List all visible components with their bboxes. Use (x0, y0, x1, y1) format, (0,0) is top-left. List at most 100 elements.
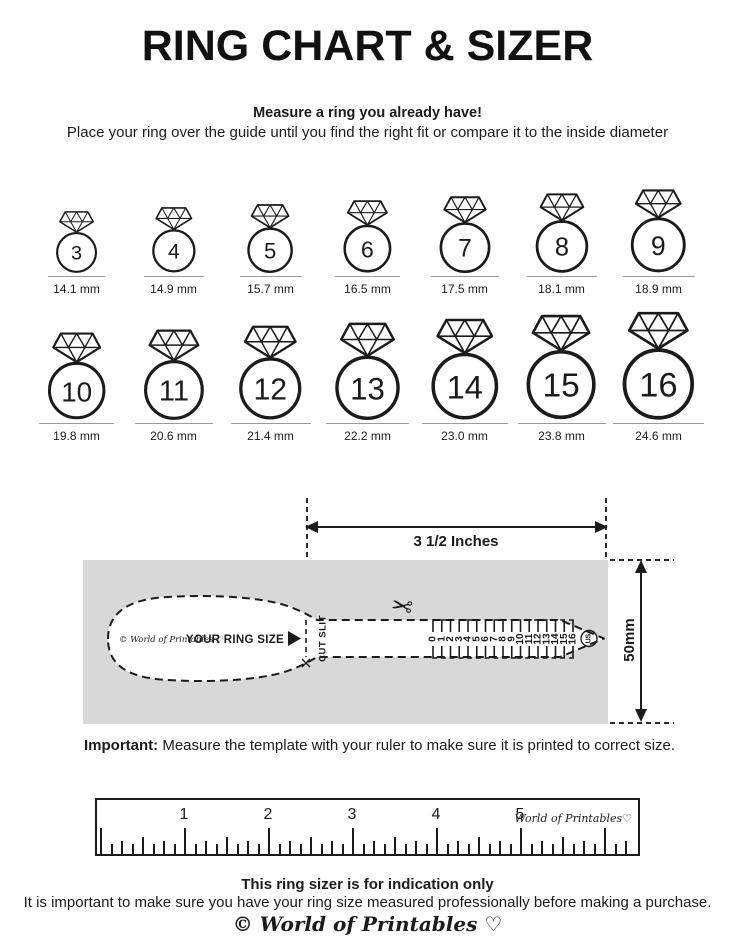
ring-row-2: 10 19.8 mm 11 20.6 mm 12 21.4 mm 13 22.2 mm 14 23… (28, 309, 707, 443)
ruler-tick (488, 844, 491, 854)
ring-size-number: 14 (447, 370, 483, 406)
ring-size-number: 12 (254, 373, 288, 406)
ring-size-number: 16 (639, 366, 678, 404)
ruler-tick (583, 841, 585, 854)
intro-heading: Measure a ring you already have! (253, 105, 482, 121)
your-ring-size-label: YOUR RING SIZE (186, 634, 284, 646)
ring-mm-label: 18.9 mm (635, 282, 682, 296)
ring-item: 12 21.4 mm (222, 309, 319, 443)
diamond-ring-icon: 5 (247, 203, 294, 273)
scale-number: 8 (498, 636, 509, 642)
ruler-tick (394, 837, 396, 854)
ring-size-number: 4 (168, 241, 180, 264)
ring-mm-label: 20.6 mm (150, 429, 197, 443)
diamond-ring-icon: 12 (239, 325, 302, 420)
ruler-tick (478, 837, 480, 854)
diamond-ring-icon: 4 (151, 207, 196, 273)
sizer-brand-text: © World of Printables ♡ (119, 635, 224, 645)
ruler-tick (341, 844, 344, 854)
ring-underline (48, 276, 105, 277)
ring-mm-label: 15.7 mm (247, 282, 294, 296)
ruler-tick (530, 844, 533, 854)
arrowhead-left-icon (305, 521, 318, 533)
ring-item: 9 18.9 mm (610, 187, 707, 296)
footer-heading: This ring sizer is for indication only (241, 876, 494, 893)
ring-underline (230, 423, 311, 424)
ring-size-pointer-icon (288, 631, 301, 646)
ring-item: 6 16.5 mm (319, 187, 416, 296)
ruler-tick (110, 844, 113, 854)
printable-ruler: 1 2 3 4 5 World of Printables♡ (95, 798, 640, 856)
ruler-tick (163, 841, 165, 854)
ring-underline (143, 276, 204, 277)
ring-underline (430, 276, 499, 277)
ring-item: 10 19.8 mm (28, 309, 125, 443)
ring-mm-label: 23.8 mm (538, 429, 585, 443)
scale-number: 15 (559, 633, 570, 645)
ruler-tick (614, 844, 617, 854)
ruler-tick (289, 841, 291, 854)
ring-sizer-template: © World of Printables ♡ YOUR RING SIZE C… (107, 591, 605, 682)
diamond-ring-icon: 6 (343, 200, 392, 273)
ring-size-number: 9 (651, 231, 666, 261)
ruler-tick (572, 844, 575, 854)
ruler-tick (152, 844, 155, 854)
ruler-tick (320, 844, 323, 854)
ruler-tick (247, 841, 249, 854)
ring-underline (39, 423, 114, 424)
ring-mm-label: 16.5 mm (344, 282, 391, 296)
diamond-ring-icon: 14 (431, 318, 498, 420)
ruler-tick (184, 828, 186, 854)
ring-size-number: 15 (543, 368, 580, 405)
scale-number: 10 (515, 633, 526, 645)
intro-text-block: Measure a ring you already have! Place y… (0, 104, 735, 142)
scale-number: 2 (445, 636, 456, 642)
ring-mm-label: 21.4 mm (247, 429, 294, 443)
ruler-tick (331, 841, 333, 854)
scale-number: 0 (428, 636, 439, 642)
ring-item: 13 22.2 mm (319, 309, 416, 443)
diamond-ring-icon: 3 (56, 210, 97, 273)
ring-underline (239, 276, 302, 277)
ring-item: 11 20.6 mm (125, 309, 222, 443)
ruler-inch-number: 5 (515, 806, 525, 823)
ring-underline (134, 423, 213, 424)
ruler-tick (509, 844, 512, 854)
sizer-cutout-box: © World of Printables ♡ YOUR RING SIZE C… (83, 560, 608, 724)
ruler-inch-number: 4 (431, 806, 441, 823)
ring-underline (326, 423, 409, 424)
footer-disclaimer: It is important to make sure you have yo… (23, 894, 712, 911)
ruler-tick (278, 844, 281, 854)
ruler-tick (457, 841, 459, 854)
scale-number: 13 (541, 633, 552, 645)
scale-number: 12 (533, 633, 544, 645)
ruler-tick (425, 844, 428, 854)
ring-mm-label: 17.5 mm (441, 282, 488, 296)
diamond-ring-icon: 15 (526, 315, 597, 420)
height-arrow-line (640, 565, 642, 717)
ruler-inch-number: 3 (347, 806, 357, 823)
page-title: RING CHART & SIZER (141, 22, 594, 70)
ring-item: 4 14.9 mm (125, 187, 222, 296)
ring-underline (421, 423, 508, 424)
us-unit-circle (580, 629, 598, 648)
width-arrow-line (317, 526, 596, 528)
ruler-tick (142, 837, 144, 854)
ruler-tick (299, 844, 302, 854)
width-dimension-label: 3 1/2 Inches (413, 533, 499, 550)
ring-item: 14 23.0 mm (416, 309, 513, 443)
ring-size-number: 7 (458, 235, 472, 262)
ruler-tick (257, 844, 260, 854)
ruler-tick (310, 837, 312, 854)
ring-mm-label: 23.0 mm (441, 429, 488, 443)
scale-number: 1 (436, 636, 447, 642)
ring-size-number: 11 (158, 375, 188, 407)
ruler-tick (551, 844, 554, 854)
ruler-tick (499, 841, 501, 854)
footer-brand-logo: © World of Printables ♡ (232, 912, 503, 936)
scale-number: 7 (489, 636, 500, 642)
us-unit-label: US (586, 633, 593, 643)
ruler-tick (352, 828, 354, 854)
